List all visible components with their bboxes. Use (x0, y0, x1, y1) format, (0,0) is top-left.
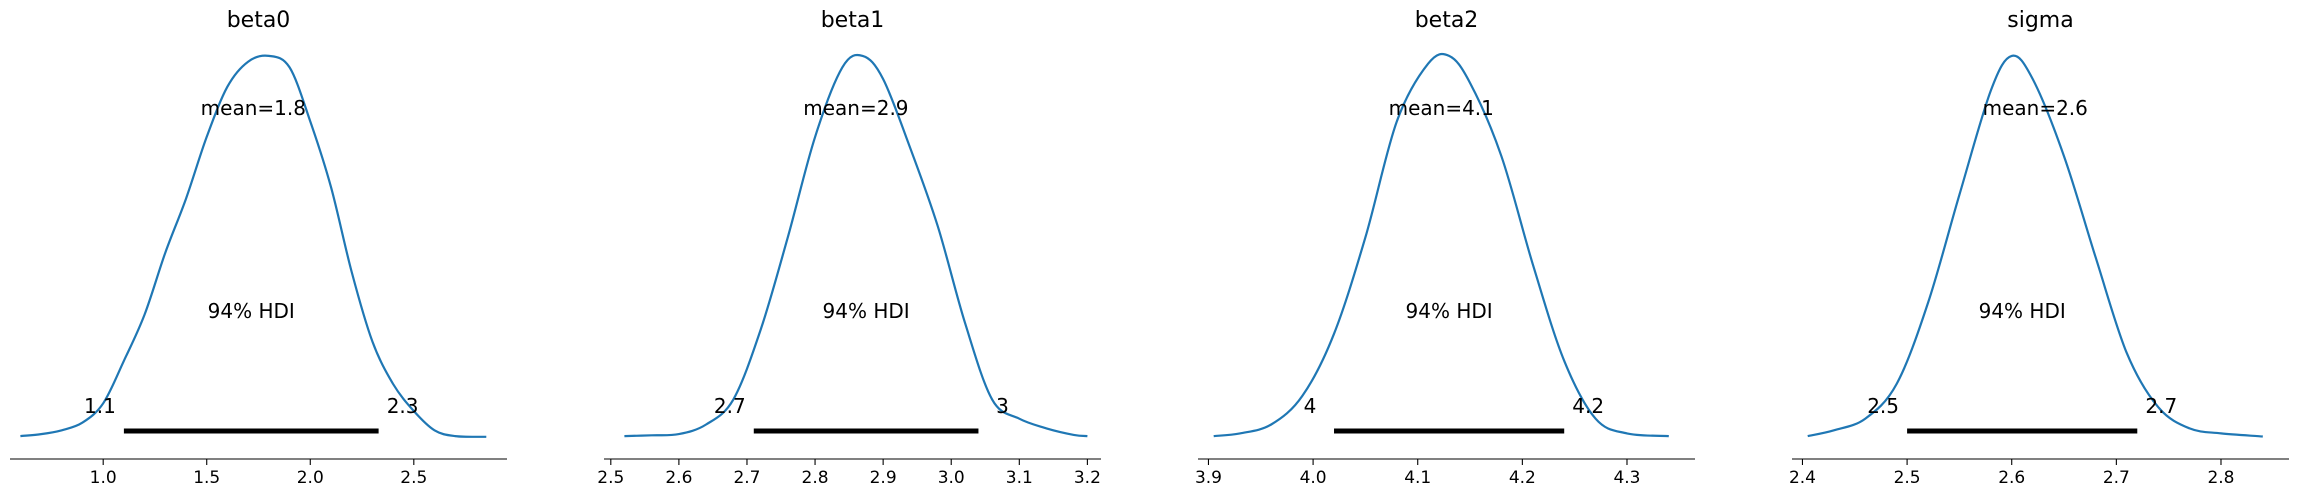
x-tick-label: 2.8 (802, 468, 829, 488)
x-tick-label: 1.5 (193, 468, 220, 488)
hdi-upper-label: 2.3 (387, 394, 419, 418)
x-tick-label: 2.5 (597, 468, 624, 488)
x-tick-label: 2.4 (1789, 468, 1816, 488)
hdi-lower-label: 2.5 (1867, 394, 1899, 418)
panel-title: beta0 (227, 8, 291, 33)
hdi-label: 94% HDI (1406, 299, 1493, 323)
posterior-panel-sigma: sigma mean=2.6 94% HDI 2.5 2.7 2.4 2.5 2.6 2.7 2.… (1789, 8, 2289, 488)
panel-title: sigma (2007, 8, 2073, 33)
density-curve (1807, 54, 2263, 438)
x-tick-label: 1.0 (90, 468, 117, 488)
panel-title: beta1 (821, 8, 885, 33)
x-tick-label: 4.1 (1404, 468, 1431, 488)
density-curve (624, 53, 1088, 438)
hdi-label: 94% HDI (1979, 299, 2066, 323)
hdi-upper-label: 3 (996, 394, 1009, 418)
hdi-lower-label: 2.7 (714, 394, 746, 418)
x-tick-label: 4.2 (1509, 468, 1536, 488)
x-tick-label: 2.6 (665, 468, 692, 488)
x-tick-label: 3.9 (1195, 468, 1222, 488)
hdi-upper-label: 4.2 (1572, 394, 1604, 418)
density-curve (1213, 52, 1669, 438)
hdi-label: 94% HDI (208, 299, 295, 323)
x-tick-label: 2.0 (297, 468, 324, 488)
mean-label: mean=1.8 (201, 96, 306, 120)
x-tick-label: 2.5 (1894, 468, 1921, 488)
mean-label: mean=2.9 (803, 96, 908, 120)
x-tick-label: 2.8 (2207, 468, 2234, 488)
hdi-lower-label: 1.1 (84, 394, 116, 418)
x-tick-label: 2.6 (1998, 468, 2025, 488)
x-tick-label: 2.7 (2103, 468, 2130, 488)
x-tick-label: 3.1 (1006, 468, 1033, 488)
x-tick-label: 4.3 (1613, 468, 1640, 488)
posterior-panel-beta0: beta0 mean=1.8 94% HDI 1.1 2.3 1.0 1.5 2.0 2.5 (10, 8, 507, 488)
x-tick-label: 3.0 (938, 468, 965, 488)
posterior-panel-beta1: beta1 mean=2.9 94% HDI 2.7 3 2.5 2.6 2.7 2.8 2.9 3… (597, 8, 1101, 488)
posterior-panel-beta2: beta2 mean=4.1 94% HDI 4 4.2 3.9 4.0 4.1 4.2 4.3 (1195, 8, 1695, 488)
mean-label: mean=2.6 (1983, 96, 2088, 120)
x-tick-label: 4.0 (1300, 468, 1327, 488)
hdi-upper-label: 2.7 (2145, 394, 2177, 418)
panel-title: beta2 (1415, 8, 1479, 33)
density-curve (20, 54, 487, 438)
hdi-lower-label: 4 (1304, 394, 1317, 418)
x-tick-label: 2.9 (870, 468, 897, 488)
hdi-label: 94% HDI (823, 299, 910, 323)
x-tick-label: 3.2 (1074, 468, 1101, 488)
x-tick-label: 2.5 (400, 468, 427, 488)
mean-label: mean=4.1 (1389, 96, 1494, 120)
x-tick-label: 2.7 (733, 468, 760, 488)
